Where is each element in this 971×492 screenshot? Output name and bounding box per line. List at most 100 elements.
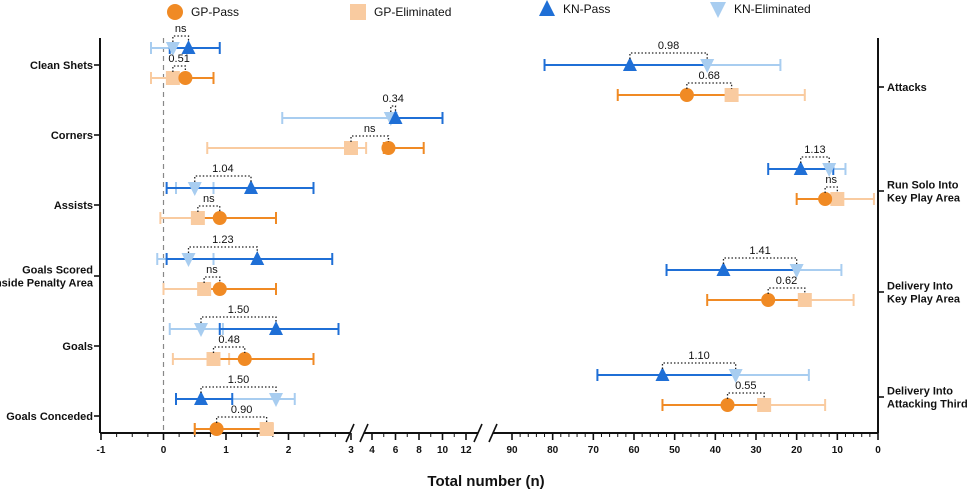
right-kn-comparison-bracket: [722, 257, 798, 264]
x-tick-label: 60: [628, 445, 640, 456]
category-label-right: Attacks: [887, 82, 927, 94]
left-gp-comparison-bracket: [172, 65, 187, 72]
right-kn-comparison-bracket: [800, 156, 830, 163]
legend-marker-gp-elim: [350, 4, 366, 20]
left-kn-pass-point: [244, 180, 258, 194]
category-label-left: Corners: [51, 130, 93, 142]
left-gp-elim-point: [206, 352, 221, 366]
right-gp-pass-point: [720, 398, 735, 412]
right-kn-comparison-bracket: [661, 362, 737, 369]
right-kn-comparison-label: 1.41: [749, 245, 770, 257]
left-kn-comparison-label: 1.04: [212, 163, 233, 175]
left-kn-comparison-label: 1.50: [228, 304, 249, 316]
left-kn-elim-point: [165, 42, 180, 56]
right-kn-elim-point: [700, 59, 715, 73]
right-gp-elim-point: [724, 88, 739, 102]
x-tick-label: 70: [588, 445, 600, 456]
x-axis-title: Total number (n): [427, 473, 544, 490]
left-gp-comparison-label: ns: [203, 193, 215, 205]
left-gp-elim-point: [165, 71, 180, 85]
x-tick-label: 4: [369, 445, 375, 456]
right-kn-elim-point: [822, 163, 837, 177]
right-kn-pass-point: [793, 161, 808, 175]
right-gp-elim-point: [757, 398, 772, 412]
right-gp-comparison-bracket: [824, 186, 838, 193]
legend-label-gp-pass: GP-Pass: [191, 5, 239, 19]
legend: GP-Pass GP-Eliminated KN-Pass KN-Eliminated: [167, 0, 811, 20]
left-kn-elim-point: [187, 182, 202, 196]
category-label-left: Goals Conceded: [6, 411, 93, 423]
left-kn-comparison-label: 1.50: [228, 374, 249, 386]
left-kn-comparison-label: 1.23: [212, 234, 233, 246]
left-kn-elim-point: [194, 323, 208, 337]
left-kn-comparison-bracket: [172, 35, 190, 42]
left-kn-pass-point: [181, 40, 196, 54]
right-kn-pass-point: [655, 367, 670, 381]
axis-break-mark: [473, 423, 483, 443]
chart-marks: ns 0.51 0.34 ns 1.04 ns 1.23 ns 1.50 0.48 1.50 0.90…: [150, 23, 875, 436]
axis-break-mark: [345, 423, 355, 443]
right-gp-comparison-label: ns: [825, 174, 837, 186]
legend-label-kn-pass: KN-Pass: [563, 2, 610, 16]
category-label-right: Run Solo Into Key Play Area: [887, 180, 961, 205]
left-kn-comparison-label: 0.34: [382, 93, 403, 105]
right-gp-pass-point: [679, 88, 694, 102]
left-gp-elim-point: [259, 422, 274, 436]
x-tick-label: 40: [710, 445, 722, 456]
left-kn-comparison-bracket: [194, 175, 252, 182]
x-tick-label: 6: [393, 445, 399, 456]
left-gp-pass-point: [212, 282, 227, 296]
right-gp-comparison-label: 0.68: [699, 70, 720, 82]
legend-marker-kn-elim: [710, 2, 726, 18]
left-gp-elim-point: [197, 282, 212, 296]
right-gp-comparison-label: 0.55: [735, 380, 756, 392]
left-kn-pass-point: [194, 391, 208, 405]
right-gp-pass-point: [818, 192, 833, 206]
right-kn-comparison-bracket: [629, 52, 708, 59]
category-label-left: Assists: [54, 200, 93, 212]
left-gp-comparison-bracket: [203, 276, 221, 283]
x-tick-label: 0: [161, 445, 167, 456]
left-kn-pass-point: [250, 251, 265, 265]
left-gp-comparison-bracket: [212, 346, 246, 353]
x-tick-label: 0: [875, 445, 881, 456]
left-gp-elim-point: [190, 211, 205, 225]
right-gp-elim-point: [797, 293, 812, 307]
left-gp-pass-point: [381, 141, 396, 155]
left-kn-pass-point: [388, 110, 403, 124]
left-kn-comparison-bracket: [390, 105, 397, 112]
right-gp-pass-point: [761, 293, 776, 307]
right-gp-comparison-label: 0.62: [776, 275, 797, 287]
left-kn-elim-point: [269, 393, 283, 407]
right-gp-comparison-bracket: [767, 287, 806, 294]
right-kn-pass-point: [716, 262, 731, 276]
x-tick-label: 2: [286, 445, 292, 456]
left-kn-comparison-bracket: [187, 246, 258, 253]
right-kn-pass-point: [622, 57, 637, 71]
right-gp-elim-point: [830, 192, 845, 206]
left-gp-comparison-label: ns: [206, 264, 218, 276]
left-gp-comparison-label: 0.51: [168, 53, 189, 65]
right-kn-comparison-label: 1.13: [804, 144, 825, 156]
left-gp-pass-point: [237, 352, 252, 366]
left-kn-elim-point: [181, 253, 196, 267]
legend-label-gp-elim: GP-Eliminated: [374, 5, 451, 19]
x-tick-label: 20: [791, 445, 803, 456]
left-gp-comparison-label: ns: [364, 123, 376, 135]
right-kn-comparison-label: 1.10: [688, 350, 709, 362]
x-tick-label: -1: [97, 445, 106, 456]
left-gp-comparison-label: 0.48: [218, 334, 239, 346]
category-label-left: Clean Shets: [30, 60, 93, 72]
x-tick-label: 50: [669, 445, 681, 456]
axis-break-mark: [488, 423, 498, 443]
x-tick-label: 90: [506, 445, 518, 456]
x-tick-label: 8: [416, 445, 422, 456]
left-gp-pass-point: [212, 211, 227, 225]
legend-marker-gp-pass: [167, 4, 183, 20]
category-label-right: Delivery Into Key Play Area: [887, 281, 961, 306]
x-tick-label: 12: [460, 445, 472, 456]
right-gp-comparison-bracket: [686, 82, 733, 89]
left-gp-elim-point: [344, 141, 358, 155]
left-gp-comparison-bracket: [350, 135, 390, 142]
